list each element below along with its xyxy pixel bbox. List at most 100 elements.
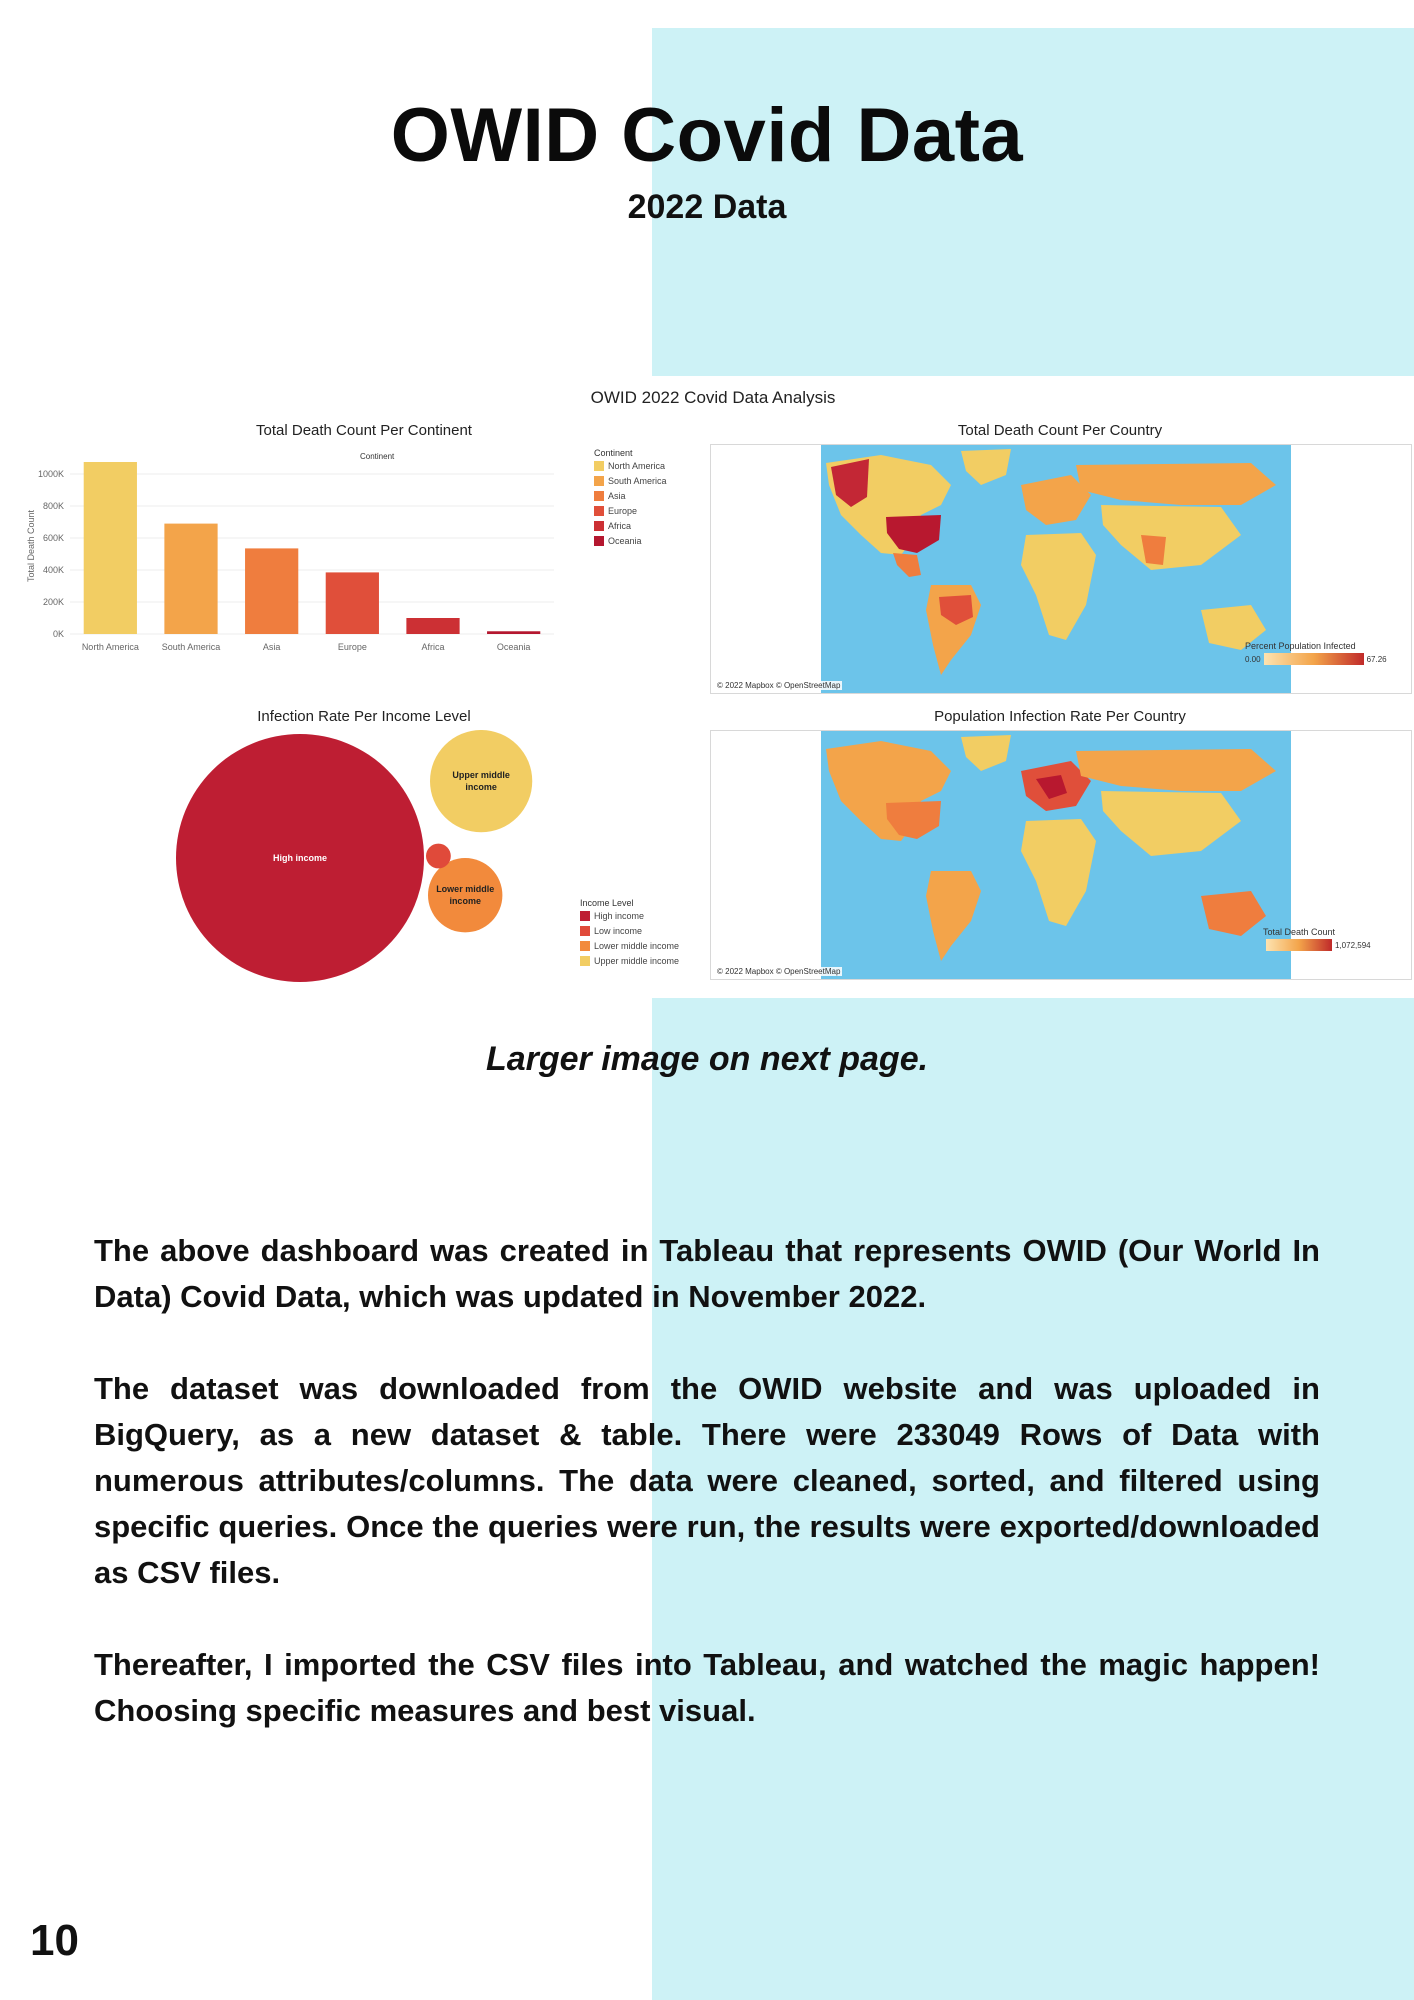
bar-category-label: North America <box>82 642 139 652</box>
africa-shape <box>1021 819 1096 926</box>
legend-label: Low income <box>594 925 643 936</box>
bar-category-label: Asia <box>263 642 281 652</box>
bubble-label: High income <box>273 853 327 863</box>
map-deaths-title: Total Death Count Per Country <box>957 422 1163 439</box>
dashboard-image: OWID 2022 Covid Data Analysis Total Deat… <box>14 380 1412 990</box>
caption: Larger image on next page. <box>485 1040 929 1078</box>
bubble-legend-item: Lower middle income <box>580 938 679 953</box>
india-shape <box>1141 535 1166 565</box>
bar-chart-title: Total Death Count Per Continent <box>256 422 472 439</box>
alaska-canada-highlight <box>831 459 869 507</box>
map-infection-title: Population Infection Rate Per Country <box>934 708 1186 725</box>
dashboard-title: OWID 2022 Covid Data Analysis <box>590 388 836 407</box>
legend-label: South America <box>608 475 667 486</box>
map-infection-legend-title: Total Death Count <box>1263 927 1336 937</box>
map-deaths-legend-title: Percent Population Infected <box>1245 641 1356 651</box>
greenland-shape <box>961 735 1011 771</box>
page-title: OWID Covid Data <box>390 93 1024 178</box>
south-america-shape <box>926 871 981 961</box>
map-infection-credit: © 2022 Mapbox © OpenStreetMap <box>715 967 843 976</box>
bar-y-tick-label: 800K <box>43 501 64 511</box>
australia-shape <box>1201 605 1266 650</box>
bubble-chart-title: Infection Rate Per Income Level <box>257 708 471 725</box>
europe-shape <box>1021 475 1091 525</box>
world-map-deaths <box>826 449 1276 675</box>
bar-category-label: Africa <box>421 642 444 652</box>
bar-chart-legend: Continent North America South America Asia… <box>594 448 667 548</box>
map-deaths-credit: © 2022 Mapbox © OpenStreetMap <box>715 681 843 690</box>
map-infection-ocean <box>821 731 1291 979</box>
bubble-legend-item: High income <box>580 908 679 923</box>
legend-label: High income <box>594 910 645 921</box>
bar-chart-header: Continent <box>360 452 395 461</box>
asia-shape <box>1101 791 1241 856</box>
greenland-shape <box>961 449 1011 485</box>
legend-swatch <box>594 535 604 546</box>
legend-label: Upper middle income <box>594 955 680 966</box>
bar-legend-item: Asia <box>594 488 667 503</box>
bar-y-tick-label: 200K <box>43 597 64 607</box>
body-paragraph-2: The dataset was downloaded from the OWID… <box>94 1371 1320 1590</box>
bar-y-axis-label: Total Death Count <box>26 509 36 582</box>
bubble-upper-middle-income <box>430 730 533 833</box>
map-infection-legend-max: 1,072,594 <box>1335 940 1371 950</box>
russia-shape <box>1076 463 1276 505</box>
bar-category-label: South America <box>162 642 221 652</box>
bar-legend-item: North America <box>594 458 667 473</box>
legend-label: Europe <box>608 505 638 516</box>
bubble-legend-item: Upper middle income <box>580 953 679 968</box>
bar-category-label: Oceania <box>497 642 531 652</box>
bubble-label: Upper middle <box>452 770 510 780</box>
bubble-high-income <box>176 734 424 982</box>
page-number: 10 <box>30 1916 79 1965</box>
map-infection-legend: Total Death Count 1,072,594 <box>1263 927 1413 951</box>
brazil-shape <box>939 595 973 625</box>
page-subtitle: 2022 Data <box>627 188 787 226</box>
map-deaths-legend: Percent Population Infected 0.00 67.26 <box>1245 641 1405 665</box>
legend-label: Lower middle income <box>594 940 680 951</box>
legend-swatch <box>594 475 604 486</box>
mexico-shape <box>893 553 921 577</box>
map-infection-legend-gradient <box>1266 939 1332 951</box>
bubble-label: income <box>449 896 481 906</box>
legend-swatch <box>580 925 590 936</box>
bar-oceania <box>487 631 541 634</box>
legend-label: Asia <box>608 490 626 501</box>
body-paragraph-1: The above dashboard was created in Table… <box>94 1233 1320 1314</box>
decorative-cyan-block-bottom <box>652 998 1414 2000</box>
bubble-label: income <box>465 782 497 792</box>
bar-y-tick-label: 0K <box>53 629 64 639</box>
bar-legend-item: Oceania <box>594 533 667 548</box>
bar-category-label: Europe <box>338 642 367 652</box>
bubble-lower-middle-income <box>428 858 503 933</box>
bubble-low-income <box>426 843 451 869</box>
map-deaths-legend-max: 67.26 <box>1366 654 1387 664</box>
map-infection-frame: © 2022 Mapbox © OpenStreetMap Total Deat… <box>710 730 1412 980</box>
bar-asia <box>245 548 299 634</box>
decorative-cyan-block-top <box>652 28 1414 376</box>
legend-swatch <box>580 955 590 966</box>
body-paragraph-3: Thereafter, I imported the CSV files int… <box>94 1647 1320 1728</box>
legend-label: Africa <box>608 520 632 531</box>
legend-label: North America <box>608 460 666 471</box>
map-deaths-legend-min: 0.00 <box>1245 654 1261 664</box>
legend-swatch <box>594 520 604 531</box>
legend-swatch <box>594 490 604 501</box>
bubble-label: Lower middle <box>436 884 494 894</box>
bar-y-tick-label: 400K <box>43 565 64 575</box>
bar-y-tick-label: 600K <box>43 533 64 543</box>
western-europe-highlight <box>1036 775 1067 799</box>
bubble-legend-item: Low income <box>580 923 679 938</box>
legend-swatch <box>580 940 590 951</box>
usa-shape <box>886 515 941 553</box>
bar-legend-item: South America <box>594 473 667 488</box>
bubble-legend-title: Income Level <box>580 898 634 908</box>
bubble-chart-legend: Income Level High income Low income Lower … <box>580 898 679 968</box>
bar-legend-title: Continent <box>594 448 633 458</box>
australia-shape <box>1201 891 1266 936</box>
map-deaths-legend-gradient <box>1263 653 1364 665</box>
world-map-infection <box>826 735 1276 961</box>
africa-shape <box>1021 533 1096 640</box>
legend-label: Oceania <box>608 535 642 546</box>
bar-south-america <box>164 523 218 634</box>
